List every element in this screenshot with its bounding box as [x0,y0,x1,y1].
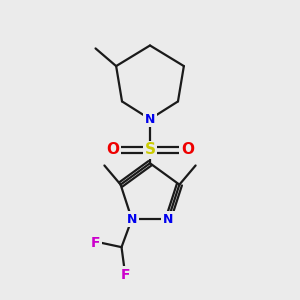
Text: O: O [106,142,119,158]
Text: N: N [163,213,173,226]
Text: N: N [127,213,137,226]
Text: O: O [181,142,194,158]
Text: F: F [91,236,100,250]
Text: F: F [121,268,131,282]
Text: S: S [145,142,155,158]
Text: N: N [145,112,155,126]
